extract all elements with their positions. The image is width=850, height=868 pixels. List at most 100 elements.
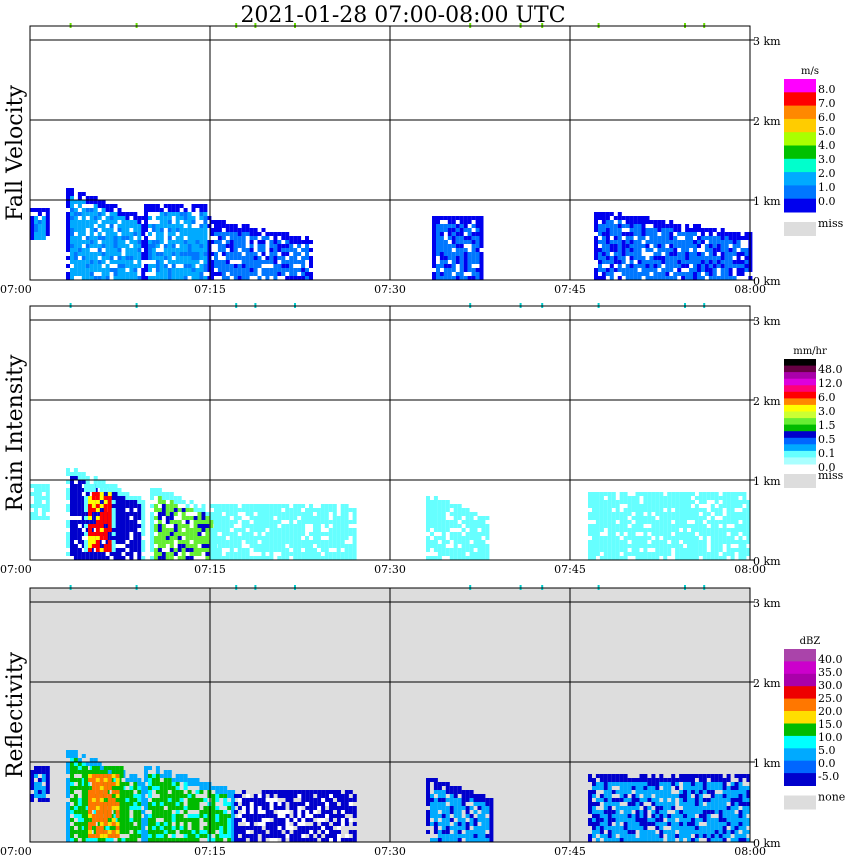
- echo-cell: [297, 556, 302, 560]
- echo-cell: [675, 508, 680, 512]
- echo-cell: [651, 544, 656, 548]
- echo-cell: [183, 838, 188, 842]
- echo-cell: [481, 540, 486, 544]
- echo-cell: [207, 252, 212, 256]
- echo-cell: [101, 556, 106, 560]
- echo-cell: [227, 790, 232, 794]
- echo-cell: [125, 798, 130, 802]
- echo-cell: [722, 556, 727, 560]
- echo-cell: [724, 232, 729, 236]
- echo-cell: [66, 488, 70, 492]
- echo-cell: [651, 524, 656, 528]
- echo-cell: [694, 540, 699, 544]
- echo-cell: [233, 264, 238, 268]
- echo-cell: [70, 512, 74, 516]
- echo-cell: [191, 252, 196, 256]
- echo-cell: [70, 248, 74, 252]
- echo-cell: [119, 770, 124, 774]
- echo-cell: [615, 524, 620, 528]
- echo-cell: [712, 252, 717, 256]
- echo-cell: [219, 794, 224, 798]
- colorbar-swatch: [784, 198, 816, 213]
- echo-cell: [93, 256, 98, 260]
- echo-cell: [441, 504, 446, 508]
- echo-cell: [41, 516, 46, 520]
- echo-cell: [191, 782, 196, 786]
- echo-cell: [301, 552, 306, 556]
- echo-cell: [207, 838, 212, 842]
- echo-cell: [269, 248, 274, 252]
- echo-cell: [426, 830, 430, 834]
- echo-cell: [677, 224, 682, 228]
- echo-cell: [81, 480, 86, 484]
- echo-cell: [708, 264, 713, 268]
- echo-cell: [91, 536, 96, 540]
- echo-cell: [41, 770, 46, 774]
- echo-cell: [426, 782, 430, 786]
- echo-cell: [601, 276, 606, 280]
- echo-cell: [34, 228, 38, 232]
- echo-cell: [475, 220, 480, 224]
- echo-cell: [95, 544, 100, 548]
- echo-cell: [344, 798, 349, 802]
- echo-cell: [213, 532, 218, 536]
- echo-cell: [277, 810, 282, 814]
- echo-cell: [125, 790, 130, 794]
- echo-cell: [81, 794, 86, 798]
- echo-cell: [611, 810, 616, 814]
- echo-cell: [441, 810, 446, 814]
- echo-cell: [289, 276, 294, 280]
- echo-cell: [710, 508, 715, 512]
- echo-cell: [70, 216, 74, 220]
- echo-cell: [233, 236, 238, 240]
- echo-cell: [249, 268, 254, 272]
- echo-cell: [66, 834, 70, 838]
- echo-cell: [175, 272, 180, 276]
- echo-cell: [621, 248, 626, 252]
- echo-cell: [309, 556, 313, 560]
- echo-cell: [603, 492, 608, 496]
- echo-cell: [125, 228, 130, 232]
- echo-cell: [101, 208, 106, 212]
- echo-cell: [732, 248, 737, 252]
- echo-cell: [710, 496, 715, 500]
- echo-cell: [293, 248, 298, 252]
- echo-cell: [91, 504, 96, 508]
- echo-cell: [231, 790, 236, 794]
- echo-cell: [30, 504, 34, 508]
- echo-cell: [643, 556, 648, 560]
- echo-cell: [465, 838, 470, 842]
- echo-cell: [107, 774, 112, 778]
- echo-cell: [217, 220, 222, 224]
- echo-cell: [687, 540, 691, 544]
- echo-cell: [99, 496, 104, 500]
- echo-cell: [485, 802, 490, 806]
- echo-cell: [265, 798, 270, 802]
- echo-cell: [193, 552, 198, 556]
- echo-cell: [649, 264, 654, 268]
- echo-cell: [352, 512, 357, 516]
- echo-cell: [137, 256, 142, 260]
- echo-cell: [148, 208, 152, 212]
- echo-cell: [70, 810, 74, 814]
- echo-cell: [155, 830, 160, 834]
- echo-cell: [651, 500, 656, 504]
- echo-cell: [77, 476, 82, 480]
- echo-cell: [137, 834, 142, 838]
- echo-cell: [277, 504, 282, 508]
- echo-cell: [432, 216, 436, 220]
- echo-cell: [30, 484, 34, 488]
- echo-cell: [159, 228, 164, 232]
- echo-cell: [113, 272, 118, 276]
- echo-cell: [125, 536, 130, 540]
- echo-cell: [473, 818, 478, 822]
- echo-cell: [261, 834, 266, 838]
- echo-cell: [340, 544, 345, 548]
- echo-cell: [647, 504, 652, 508]
- echo-cell: [665, 240, 670, 244]
- echo-cell: [137, 782, 142, 786]
- echo-cell: [281, 802, 286, 806]
- echo-cell: [121, 798, 126, 802]
- echo-cell: [615, 814, 620, 818]
- echo-cell: [225, 532, 230, 536]
